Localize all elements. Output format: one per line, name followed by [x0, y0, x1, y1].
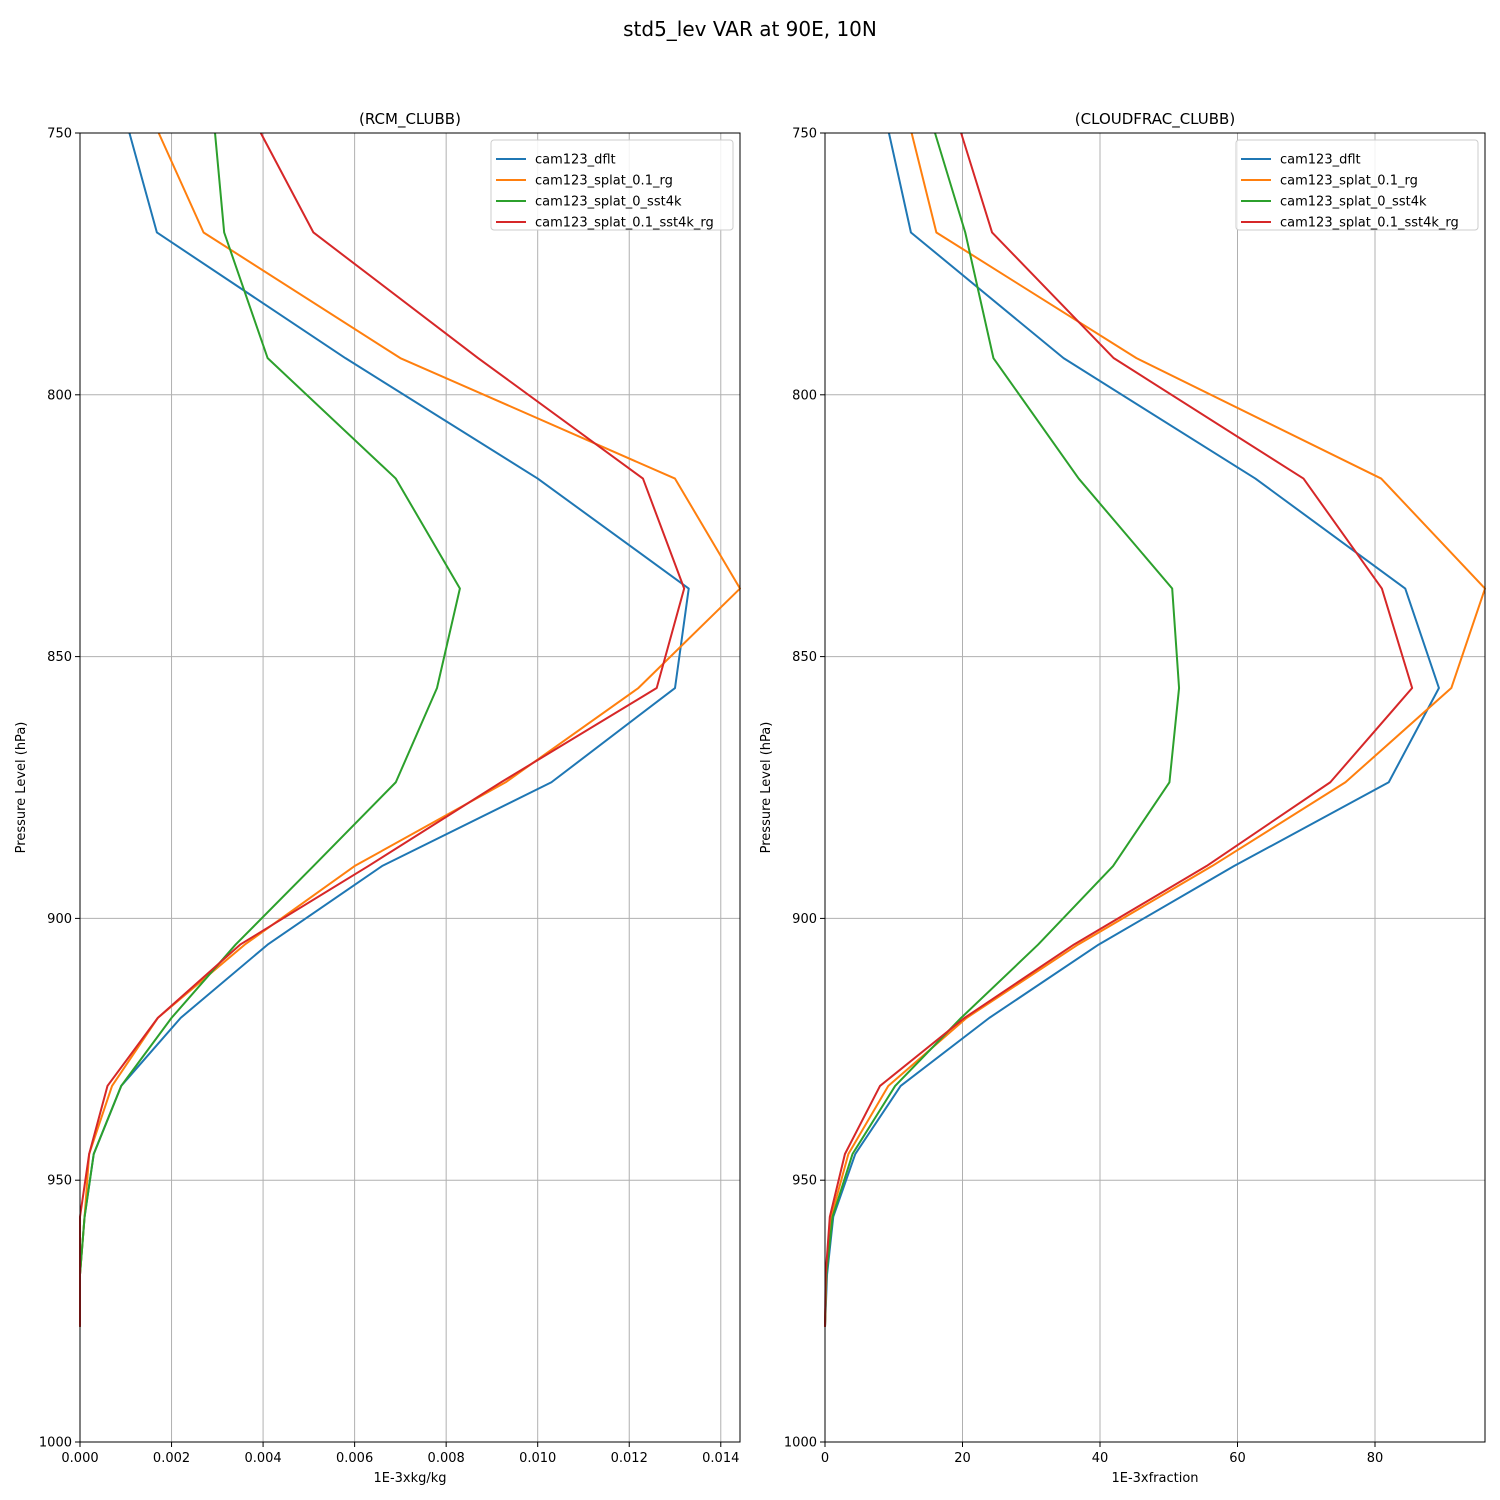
y-axis-label: Pressure Level (hPa) — [759, 722, 774, 854]
y-tick-label: 800 — [792, 388, 817, 403]
y-tick-label: 750 — [47, 127, 72, 142]
x-tick-label: 0.014 — [702, 1451, 739, 1466]
legend-label-cam123-splat-0-1-rg: cam123_splat_0.1_rg — [1280, 174, 1418, 189]
x-tick-label: 0.000 — [61, 1451, 98, 1466]
x-tick-label: 60 — [1229, 1451, 1246, 1466]
panel-cloudfrac-clubb: 0 20 40 60 80 750 800 850 900 950 1000 (CLOUDFRAC_C… — [759, 110, 1486, 1486]
x-axis-label: 1E-3xkg/kg — [373, 1471, 446, 1486]
series-line-cam123-splat-0-1-sst4k-rg — [79, 132, 686, 1327]
series-line-cam123-dflt — [824, 132, 1440, 1327]
series-line-cam123-splat-0-sst4k — [79, 132, 461, 1327]
series-lines — [79, 132, 741, 1327]
legend-label-cam123-splat-0-sst4k: cam123_splat_0_sst4k — [1280, 195, 1427, 210]
legend-label-cam123-splat-0-1-sst4k-rg: cam123_splat_0.1_sst4k_rg — [1280, 216, 1459, 231]
y-tick-label: 1000 — [39, 1436, 72, 1451]
x-tick-label: 0 — [821, 1451, 829, 1466]
x-tick-label: 0.006 — [336, 1451, 373, 1466]
y-tick-label: 800 — [47, 388, 72, 403]
panel-rcm-clubb: 0.000 0.002 0.004 0.006 0.008 0.010 0.012 0.014… — [14, 110, 741, 1486]
chart-title: (CLOUDFRAC_CLUBB) — [1075, 110, 1235, 129]
figure-suptitle: std5_lev VAR at 90E, 10N — [623, 17, 877, 41]
y-tick-label: 1000 — [784, 1436, 817, 1451]
series-line-cam123-splat-0-1-rg — [79, 132, 741, 1327]
series-line-cam123-splat-0-sst4k — [824, 132, 1181, 1327]
series-line-cam123-splat-0-1-rg — [824, 132, 1486, 1327]
x-tick-label: 20 — [954, 1451, 971, 1466]
legend-label-cam123-splat-0-1-rg: cam123_splat_0.1_rg — [535, 174, 673, 189]
y-tick-label: 850 — [47, 650, 72, 665]
x-axis: 0 20 40 60 80 — [821, 1442, 1383, 1466]
legend-frame — [1235, 139, 1479, 231]
y-tick-label: 950 — [47, 1174, 72, 1189]
chart-title: (RCM_CLUBB) — [359, 110, 461, 129]
x-axis-label: 1E-3xfraction — [1111, 1471, 1198, 1486]
x-tick-label: 40 — [1092, 1451, 1109, 1466]
x-tick-label: 0.008 — [428, 1451, 465, 1466]
y-tick-label: 900 — [792, 912, 817, 927]
legend-label-cam123-splat-0-1-sst4k-rg: cam123_splat_0.1_sst4k_rg — [535, 216, 714, 231]
y-axis-label: Pressure Level (hPa) — [14, 722, 29, 854]
x-tick-label: 80 — [1367, 1451, 1384, 1466]
legend: cam123_dflt cam123_splat_0.1_rg cam123_spl… — [1235, 139, 1479, 231]
y-tick-label: 900 — [47, 912, 72, 927]
series-line-cam123-splat-0-1-sst4k-rg — [824, 132, 1414, 1327]
y-axis: 750 800 850 900 950 1000 — [39, 127, 80, 1451]
legend-frame — [490, 139, 734, 231]
y-tick-label: 850 — [792, 650, 817, 665]
legend-label-cam123-splat-0-sst4k: cam123_splat_0_sst4k — [535, 195, 682, 210]
x-tick-label: 0.004 — [244, 1451, 281, 1466]
x-tick-label: 0.010 — [519, 1451, 556, 1466]
legend: cam123_dflt cam123_splat_0.1_rg cam123_spl… — [490, 139, 734, 231]
x-tick-label: 0.002 — [153, 1451, 190, 1466]
x-axis: 0.000 0.002 0.004 0.006 0.008 0.010 0.012 0.014 — [61, 1442, 739, 1466]
y-tick-label: 750 — [792, 127, 817, 142]
axes-frame — [79, 132, 741, 1443]
series-lines — [824, 132, 1486, 1327]
y-tick-label: 950 — [792, 1174, 817, 1189]
x-tick-label: 0.012 — [611, 1451, 648, 1466]
axes-frame — [824, 132, 1486, 1443]
legend-label-cam123-dflt: cam123_dflt — [1280, 153, 1361, 168]
y-axis: 750 800 850 900 950 1000 — [784, 127, 825, 1451]
legend-label-cam123-dflt: cam123_dflt — [535, 153, 616, 168]
